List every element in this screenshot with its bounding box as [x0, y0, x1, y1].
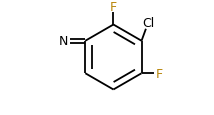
- Text: N: N: [59, 35, 68, 48]
- Text: Cl: Cl: [142, 17, 154, 30]
- Text: F: F: [110, 1, 117, 14]
- Text: F: F: [156, 67, 163, 80]
